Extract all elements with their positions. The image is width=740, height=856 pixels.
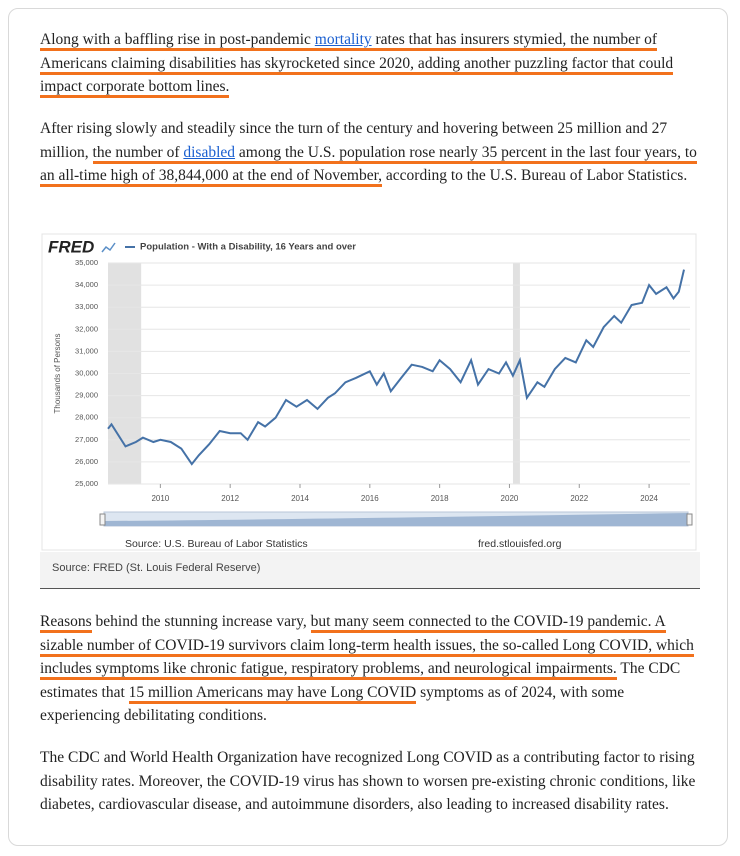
fred-logo: FRED <box>48 237 94 256</box>
x-tick-label: 2010 <box>151 494 169 503</box>
y-tick-label: 25,000 <box>75 479 98 488</box>
navigator-handle <box>99 513 106 526</box>
x-tick-label: 2014 <box>291 494 309 503</box>
text: The CDC estimates that <box>40 660 681 701</box>
link[interactable]: mortality <box>314 31 372 51</box>
source-url: fred.stlouisfed.org <box>478 538 562 550</box>
fred-chart: FRED Population - With a Disability, 16 Y… <box>40 232 700 552</box>
x-tick-label: 2022 <box>570 494 588 503</box>
highlighted-text: the number of <box>92 143 184 164</box>
article-card <box>8 8 728 846</box>
y-tick-label: 35,000 <box>75 258 98 267</box>
y-tick-label: 28,000 <box>75 413 98 422</box>
highlighted-text: but many seem connected to the COVID-19 … <box>40 613 694 681</box>
text: according to the U.S. Bureau of Labor St… <box>382 167 688 185</box>
y-tick-label: 29,000 <box>75 391 98 400</box>
y-tick-label: 34,000 <box>75 280 98 289</box>
series-line <box>107 269 685 466</box>
source-label: Source: U.S. Bureau of Labor Statistics <box>125 538 308 550</box>
paragraph: Along with a baffling rise in post-pande… <box>40 28 702 99</box>
highlighted-text: Reasons <box>40 613 92 633</box>
y-tick-label: 27,000 <box>75 435 98 444</box>
paragraph: The CDC and World Health Organization ha… <box>40 746 702 817</box>
text: The CDC and World Health Organization ha… <box>40 749 696 814</box>
x-tick-label: 2024 <box>640 494 658 503</box>
highlighted-text: 15 million Americans may have Long COVID <box>128 683 417 704</box>
y-tick-label: 31,000 <box>75 346 98 355</box>
y-tick-label: 30,000 <box>75 368 98 377</box>
link[interactable]: disabled <box>183 143 236 164</box>
y-tick-label: 26,000 <box>75 457 98 466</box>
figure-caption: Source: FRED (St. Louis Federal Reserve) <box>52 562 261 574</box>
figure: FRED Population - With a Disability, 16 Y… <box>40 232 700 589</box>
highlighted-text: Along with a baffling rise in post-pande… <box>40 31 315 51</box>
chart-frame <box>41 233 697 551</box>
text: After rising slowly and steadily since t… <box>40 120 668 161</box>
x-tick-label: 2012 <box>221 494 239 503</box>
navigator-handle <box>686 513 693 526</box>
legend-label: Population - With a Disability, 16 Years… <box>140 242 356 253</box>
text: symptoms as of 2024, with some experienc… <box>40 683 625 725</box>
x-tick-label: 2018 <box>431 494 449 503</box>
navigator-area <box>104 513 688 526</box>
x-tick-label: 2016 <box>361 494 379 503</box>
y-tick-label: 32,000 <box>75 324 98 333</box>
y-axis-label: Thousands of Persons <box>53 333 62 413</box>
x-tick-label: 2020 <box>501 494 519 503</box>
text: behind the stunning increase vary, <box>91 613 311 630</box>
paragraph: After rising slowly and steadily since t… <box>40 117 702 188</box>
y-tick-label: 33,000 <box>75 302 98 311</box>
logo-icon <box>101 242 116 253</box>
paragraph: Reasons behind the stunning increase var… <box>40 610 702 728</box>
